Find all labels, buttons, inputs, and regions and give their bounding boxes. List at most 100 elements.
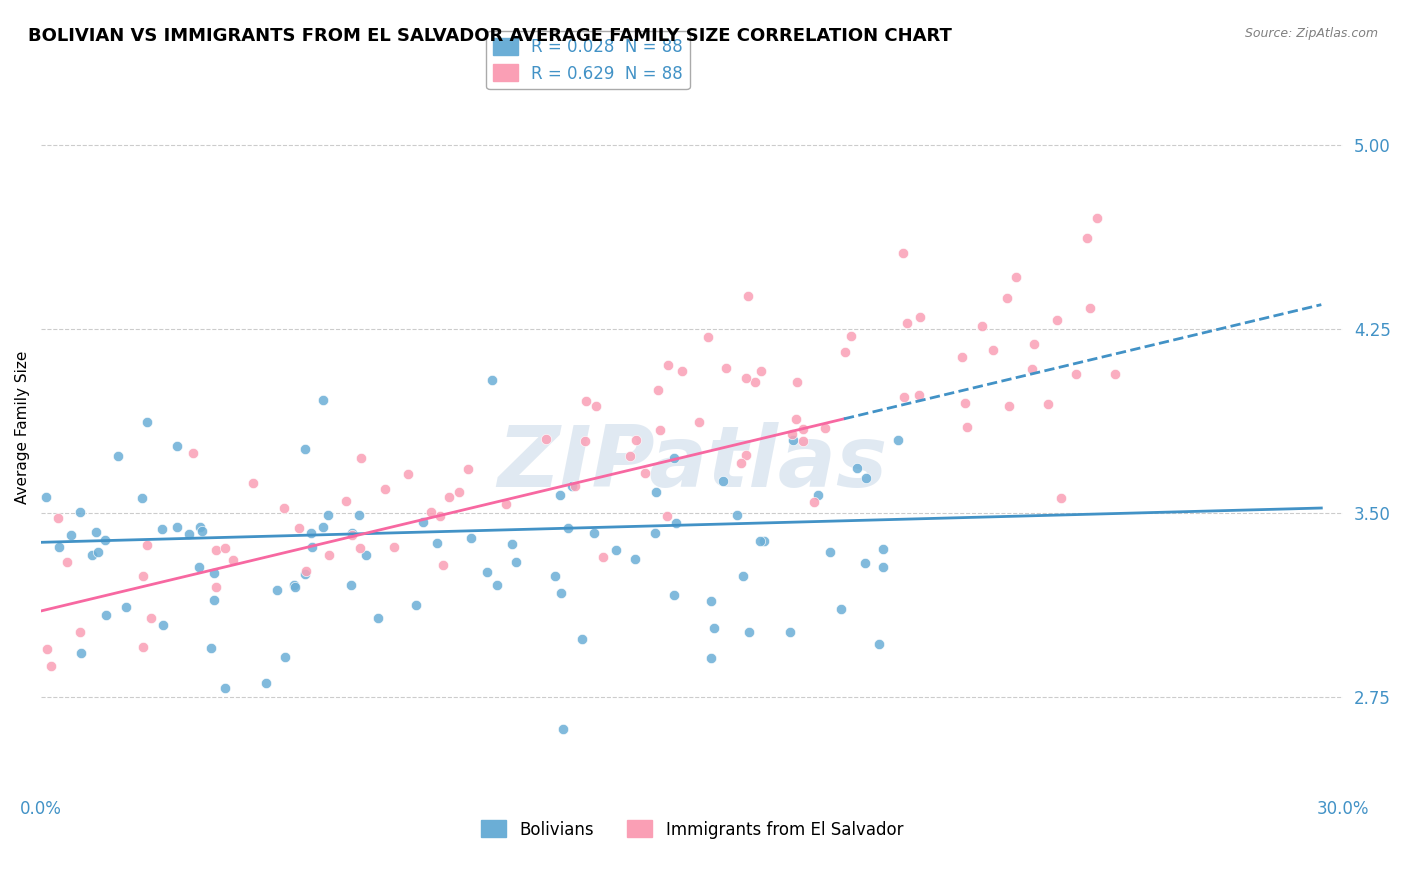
Point: [132, 569, 155, 583]
Point: [1085, 211, 1108, 225]
Point: [412, 515, 434, 529]
Point: [254, 675, 277, 690]
Point: [429, 509, 451, 524]
Point: [349, 450, 371, 465]
Point: [447, 485, 470, 500]
Point: [657, 358, 679, 372]
Point: [662, 451, 685, 466]
Point: [107, 449, 129, 463]
Point: [48, 540, 70, 554]
Point: [780, 427, 803, 442]
Point: [335, 494, 357, 508]
Point: [779, 625, 801, 640]
Point: [457, 461, 479, 475]
Point: [688, 415, 710, 429]
Point: [995, 291, 1018, 305]
Point: [374, 482, 396, 496]
Point: [834, 345, 856, 359]
Point: [664, 588, 686, 602]
Point: [886, 433, 908, 447]
Point: [294, 442, 316, 457]
Point: [481, 373, 503, 387]
Point: [1078, 301, 1101, 315]
Point: [266, 582, 288, 597]
Point: [655, 509, 678, 524]
Point: [396, 467, 419, 482]
Point: [187, 559, 209, 574]
Point: [70, 646, 93, 660]
Point: [354, 548, 377, 562]
Point: [703, 621, 725, 635]
Point: [152, 617, 174, 632]
Point: [872, 541, 894, 556]
Point: [1021, 361, 1043, 376]
Point: [868, 637, 890, 651]
Point: [295, 565, 318, 579]
Point: [1038, 397, 1060, 411]
Point: [150, 522, 173, 536]
Point: [505, 555, 527, 569]
Point: [437, 490, 460, 504]
Point: [132, 640, 155, 654]
Point: [782, 433, 804, 447]
Point: [56, 555, 79, 569]
Point: [84, 524, 107, 539]
Point: [648, 423, 671, 437]
Point: [273, 501, 295, 516]
Point: [274, 650, 297, 665]
Point: [855, 471, 877, 485]
Point: [214, 681, 236, 695]
Point: [557, 521, 579, 535]
Point: [575, 394, 598, 409]
Point: [1076, 231, 1098, 245]
Point: [585, 399, 607, 413]
Y-axis label: Average Family Size: Average Family Size: [15, 351, 30, 504]
Point: [141, 611, 163, 625]
Point: [205, 580, 228, 594]
Point: [626, 434, 648, 448]
Point: [744, 376, 766, 390]
Point: [714, 361, 737, 376]
Point: [1050, 491, 1073, 505]
Point: [115, 600, 138, 615]
Point: [242, 475, 264, 490]
Text: BOLIVIAN VS IMMIGRANTS FROM EL SALVADOR AVERAGE FAMILY SIZE CORRELATION CHART: BOLIVIAN VS IMMIGRANTS FROM EL SALVADOR …: [28, 27, 952, 45]
Point: [190, 524, 212, 538]
Point: [1005, 270, 1028, 285]
Point: [786, 376, 808, 390]
Point: [166, 520, 188, 534]
Point: [665, 516, 688, 531]
Point: [179, 526, 201, 541]
Point: [35, 490, 58, 504]
Point: [405, 599, 427, 613]
Point: [725, 508, 748, 522]
Point: [571, 632, 593, 647]
Point: [550, 586, 572, 600]
Point: [792, 434, 814, 448]
Point: [214, 541, 236, 556]
Point: [283, 578, 305, 592]
Point: [202, 566, 225, 581]
Point: [845, 461, 868, 475]
Point: [46, 511, 69, 525]
Point: [952, 350, 974, 364]
Point: [583, 525, 606, 540]
Point: [853, 556, 876, 570]
Point: [752, 534, 775, 549]
Point: [318, 549, 340, 563]
Point: [711, 474, 734, 488]
Point: [749, 364, 772, 378]
Point: [312, 520, 335, 534]
Point: [735, 448, 758, 462]
Text: ZIPatlas: ZIPatlas: [496, 423, 887, 506]
Point: [872, 560, 894, 574]
Point: [367, 611, 389, 625]
Legend: Bolivians, Immigrants from El Salvador: Bolivians, Immigrants from El Salvador: [474, 814, 910, 846]
Point: [86, 545, 108, 559]
Point: [204, 543, 226, 558]
Point: [301, 540, 323, 554]
Point: [624, 552, 647, 566]
Point: [893, 390, 915, 404]
Point: [619, 449, 641, 463]
Point: [284, 580, 307, 594]
